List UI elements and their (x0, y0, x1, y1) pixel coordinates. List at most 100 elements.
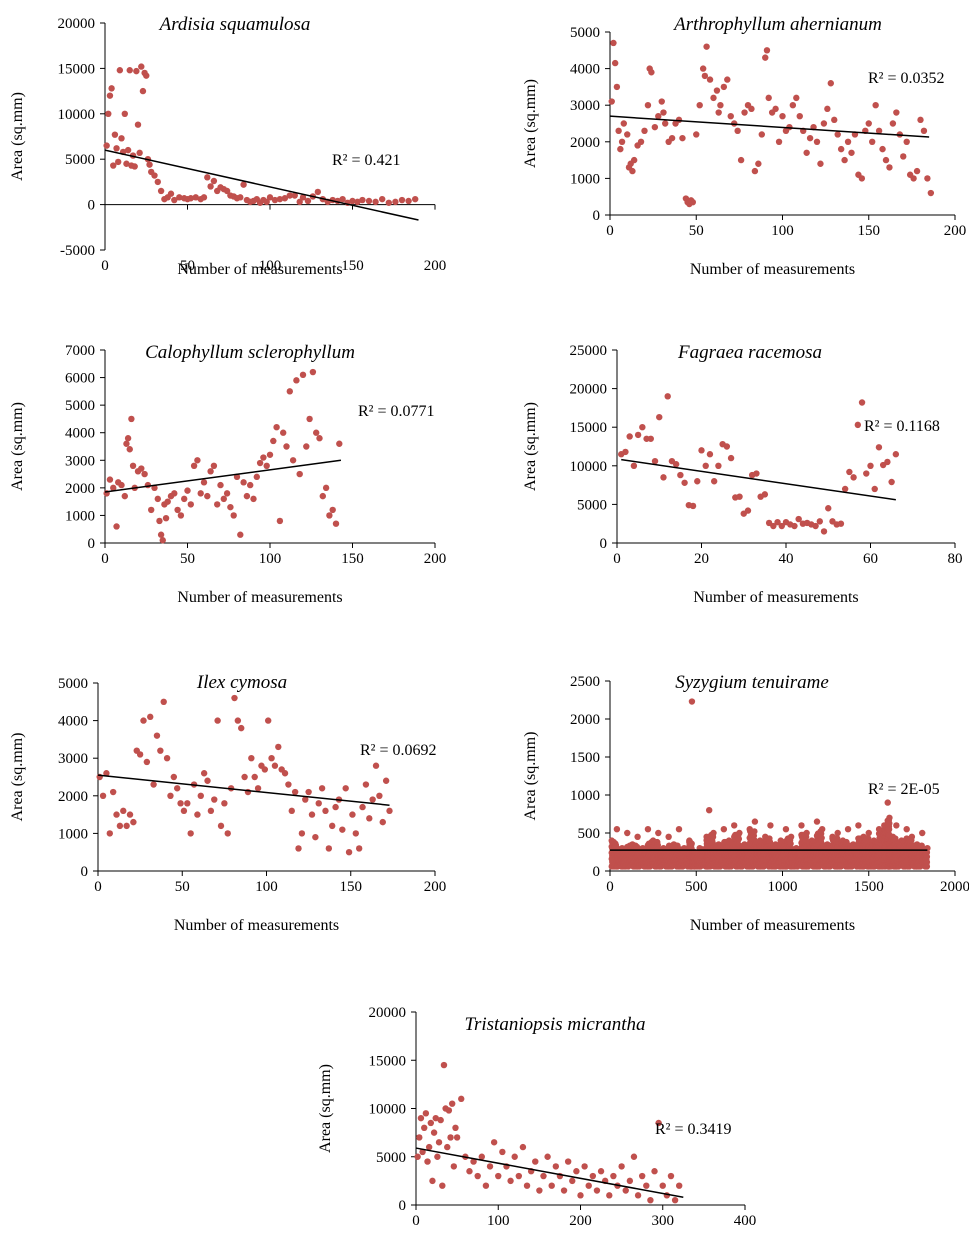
x-tick-label: 50 (175, 879, 190, 895)
y-tick-label: 3000 (58, 751, 88, 767)
data-point (882, 156, 890, 164)
data-point (499, 1148, 506, 1156)
data-point (177, 800, 184, 807)
data-point (200, 479, 208, 486)
data-point (589, 1172, 597, 1180)
data-point (440, 1061, 448, 1069)
data-point (593, 1187, 601, 1194)
data-point (643, 1182, 650, 1189)
y-tick-label: 5000 (376, 1150, 406, 1166)
x-tick-label: 100 (259, 551, 282, 567)
data-point (270, 437, 277, 445)
data-point (638, 1172, 646, 1180)
data-point (893, 109, 900, 116)
y-tick-label: 10000 (58, 107, 96, 123)
data-point (886, 820, 893, 827)
data-point (597, 1168, 605, 1175)
data-point (470, 1158, 477, 1165)
data-point (753, 470, 760, 477)
y-tick-label: 4000 (58, 714, 88, 730)
data-point (214, 717, 221, 724)
data-point (618, 138, 626, 145)
data-point (332, 803, 339, 811)
y-tick-label: 0 (399, 1198, 407, 1214)
trendline (104, 149, 419, 221)
data-point (329, 822, 336, 830)
data-point (148, 506, 155, 514)
data-point (564, 1158, 572, 1165)
x-tick-label: 200 (424, 258, 447, 274)
data-point (703, 43, 710, 50)
y-axis-label: Area (sq.mm) (9, 92, 26, 181)
data-point (160, 698, 167, 705)
trendline (97, 774, 390, 806)
data-point (474, 1172, 481, 1180)
data-point (157, 187, 165, 195)
data-point (412, 195, 419, 203)
data-point (806, 134, 814, 142)
y-tick-label: 3000 (65, 453, 95, 469)
data-point (573, 1168, 580, 1175)
x-tick-label: 40 (779, 551, 794, 567)
data-point (779, 112, 786, 120)
data-point (180, 807, 188, 815)
data-point (676, 1182, 683, 1189)
data-point (187, 195, 194, 202)
r-squared-label: R² = 0.0692 (360, 742, 437, 759)
data-point (610, 1172, 617, 1180)
data-point (221, 800, 228, 807)
data-point (140, 717, 147, 724)
x-axis-label: Number of measurements (177, 589, 342, 606)
data-point (610, 39, 617, 47)
data-point (803, 149, 810, 156)
data-point (103, 142, 110, 149)
data-point (688, 840, 695, 847)
data-point (919, 829, 926, 837)
y-tick-label: 5000 (65, 398, 95, 414)
y-tick-label: 5000 (65, 152, 95, 168)
data-point (869, 138, 876, 145)
y-tick-label: 15000 (369, 1053, 407, 1069)
y-tick-label: 5000 (577, 497, 607, 513)
data-point (648, 69, 655, 76)
data-point (312, 833, 319, 841)
y-tick-label: 7000 (65, 343, 95, 359)
data-point (192, 194, 199, 201)
data-point (432, 1114, 439, 1122)
data-point (651, 123, 659, 131)
y-axis-label: Area (sq.mm) (522, 402, 539, 491)
data-point (789, 102, 797, 109)
data-point (644, 826, 652, 833)
data-point (266, 194, 274, 201)
data-point (230, 512, 237, 519)
y-tick-label: 1500 (570, 750, 600, 766)
data-point (761, 491, 769, 498)
data-point (737, 156, 745, 164)
data-point (606, 1192, 613, 1199)
data-point (118, 481, 125, 489)
data-point (841, 485, 849, 493)
data-point (818, 834, 825, 842)
x-tick-label: 0 (101, 551, 109, 567)
data-point (812, 522, 819, 530)
data-point (913, 167, 921, 175)
data-point (444, 1143, 451, 1151)
data-point (450, 1163, 458, 1170)
data-point (295, 845, 302, 852)
data-point (181, 495, 188, 503)
data-point (329, 506, 336, 514)
data-point (210, 177, 218, 185)
data-point (731, 822, 738, 829)
data-point (223, 187, 231, 195)
data-point (884, 458, 891, 466)
data-point (266, 451, 274, 458)
data-point (285, 781, 292, 788)
data-point (241, 773, 248, 781)
data-point (250, 495, 257, 503)
data-point (910, 175, 917, 182)
data-point (848, 149, 855, 156)
data-point (316, 435, 323, 442)
data-point (349, 197, 356, 205)
data-point (109, 788, 117, 796)
y-axis-label: Area (sq.mm) (522, 732, 539, 821)
